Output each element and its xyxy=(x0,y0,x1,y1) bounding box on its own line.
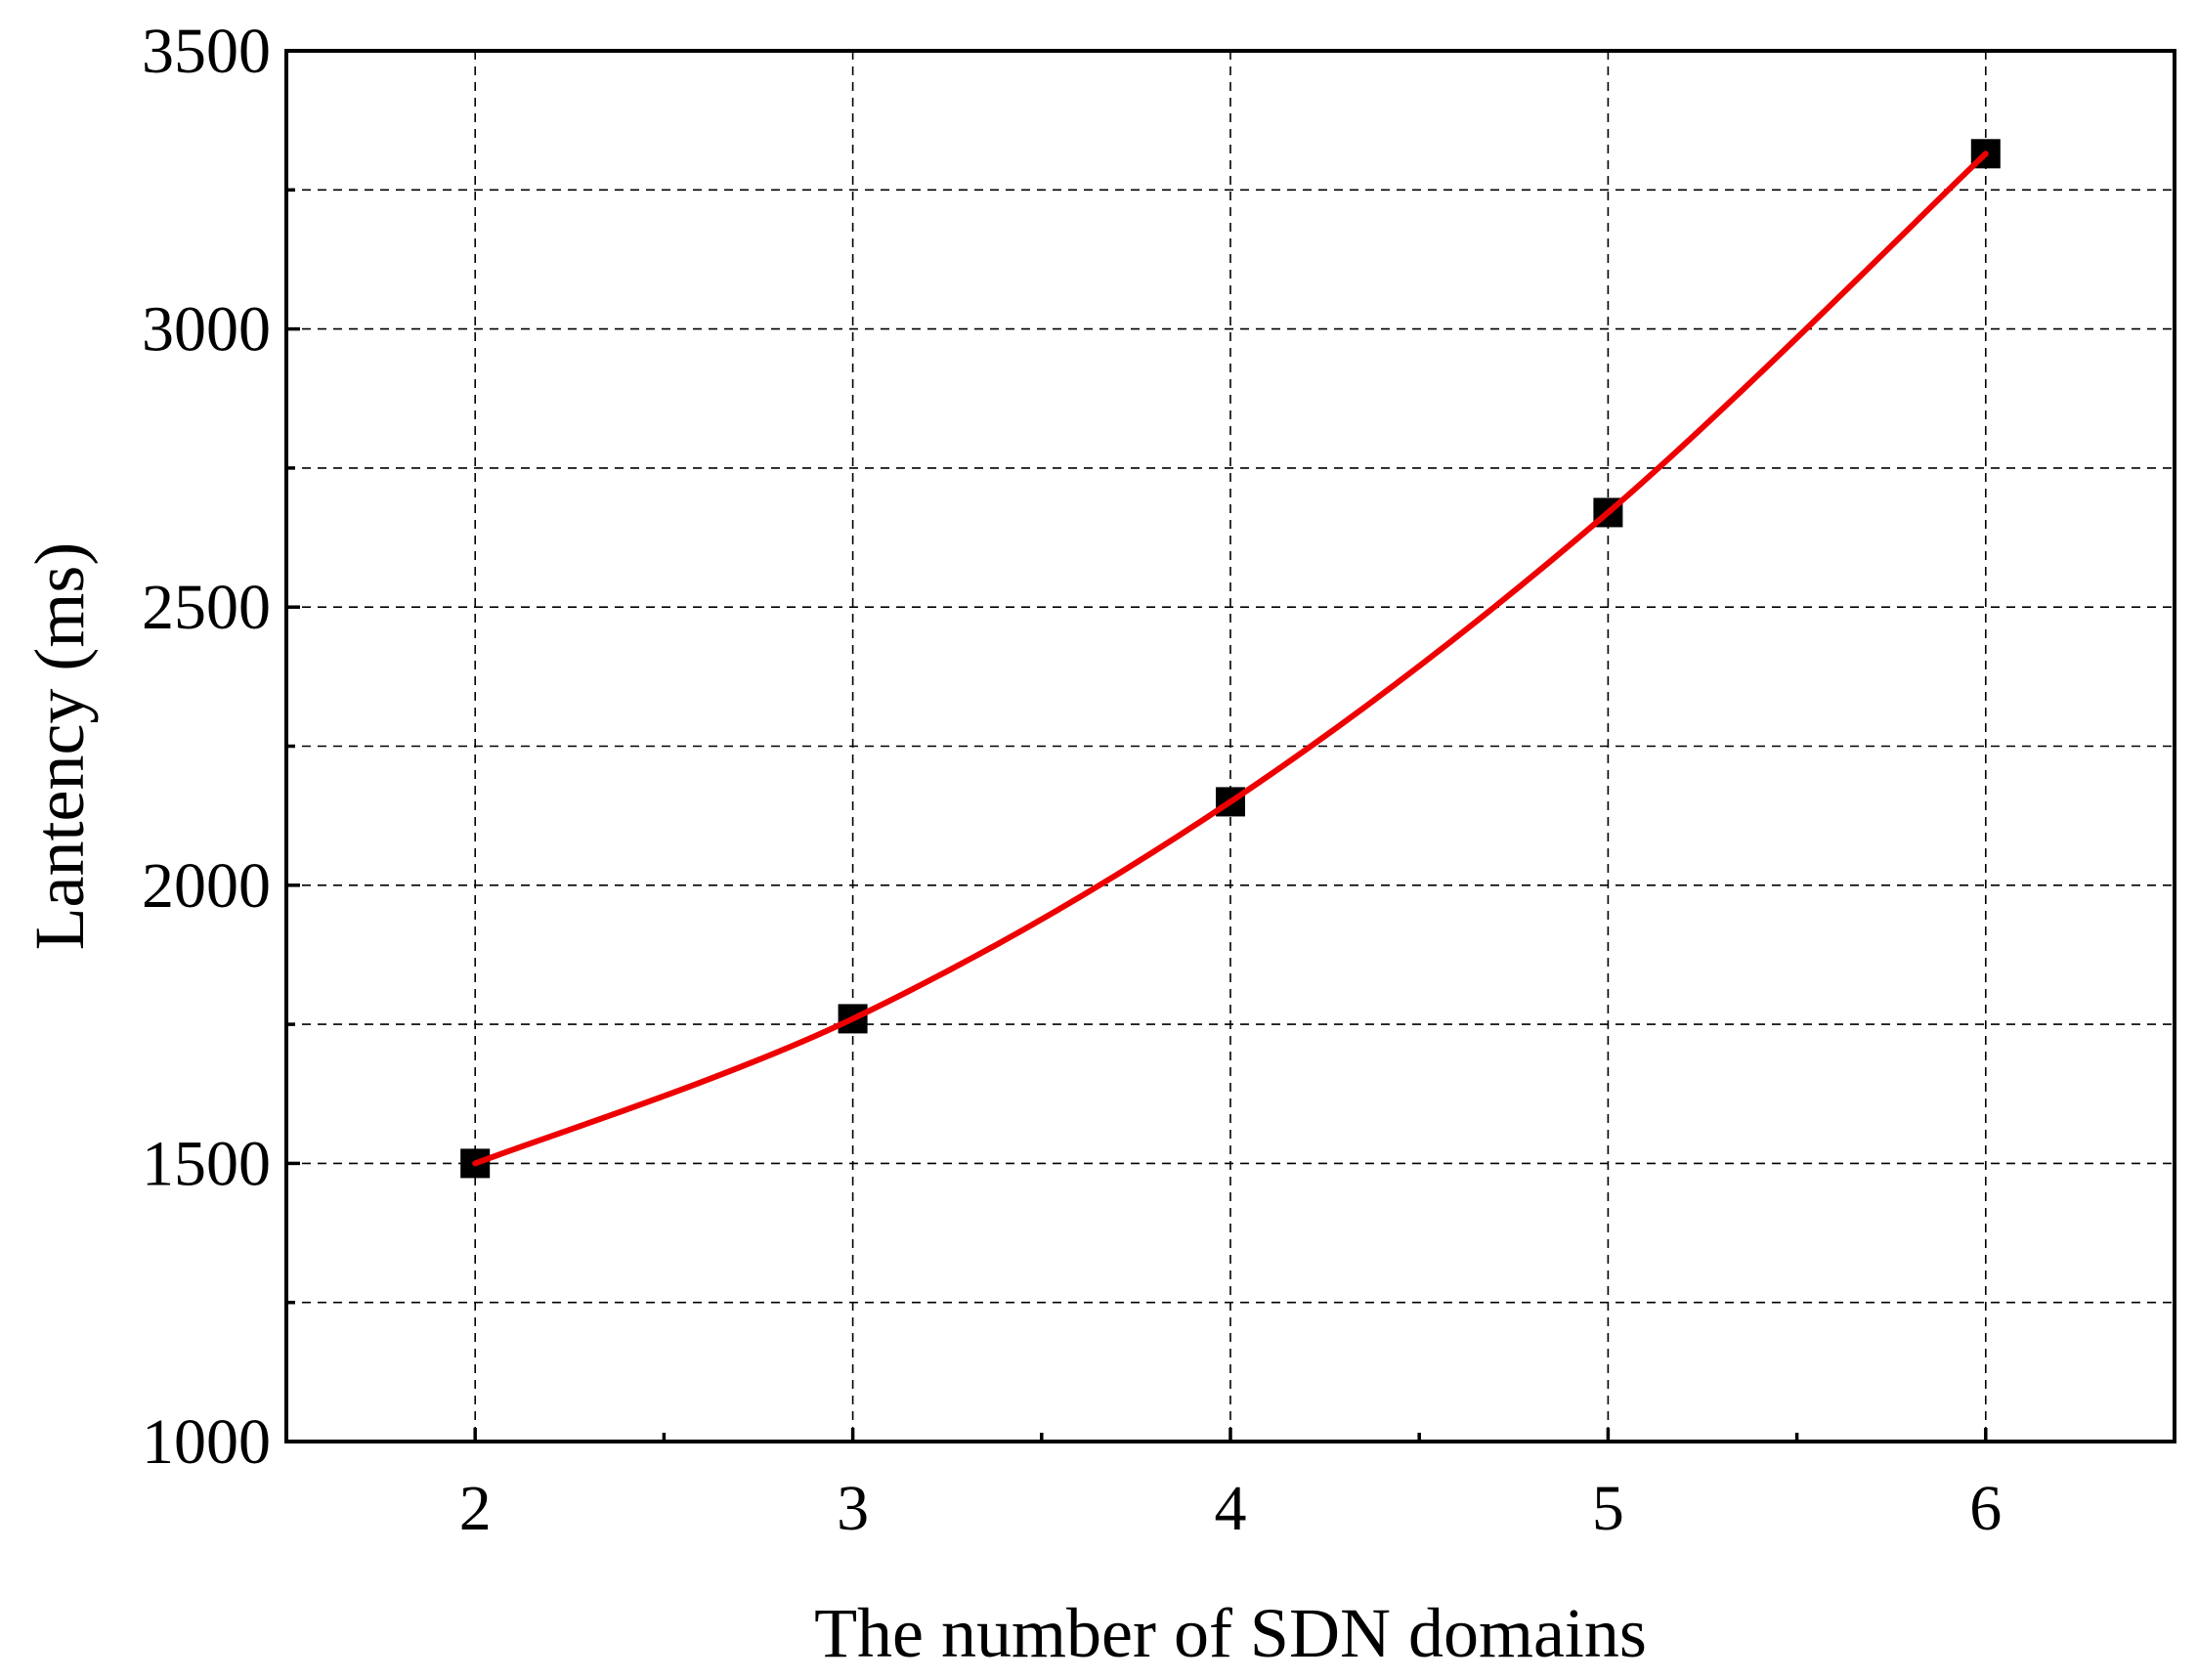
y-tick-label: 3500 xyxy=(142,16,271,87)
x-tick-labels: 2 3 4 5 6 xyxy=(459,1473,2003,1544)
x-tick-label: 4 xyxy=(1215,1473,1247,1544)
y-tick-label: 2000 xyxy=(142,850,271,922)
y-tick-labels: 1000 1500 2000 2500 3000 3500 xyxy=(142,16,271,1478)
x-tick-label: 2 xyxy=(459,1473,492,1544)
x-axis-title: The number of SDN domains xyxy=(814,1594,1647,1672)
y-tick-label: 1000 xyxy=(142,1406,271,1478)
series-layer xyxy=(460,139,2001,1179)
x-tick-label: 3 xyxy=(837,1473,869,1544)
y-tick-label: 3000 xyxy=(142,294,271,366)
y-axis-title: Lantency (ms) xyxy=(21,542,99,951)
grid-lines xyxy=(286,51,2175,1442)
x-tick-label: 6 xyxy=(1969,1473,2002,1544)
y-tick-label: 2500 xyxy=(142,572,271,643)
x-tick-label: 5 xyxy=(1592,1473,1624,1544)
plot-frame xyxy=(284,49,2176,1443)
y-tick-label: 1500 xyxy=(142,1128,271,1199)
fit-curve xyxy=(472,151,1989,1167)
